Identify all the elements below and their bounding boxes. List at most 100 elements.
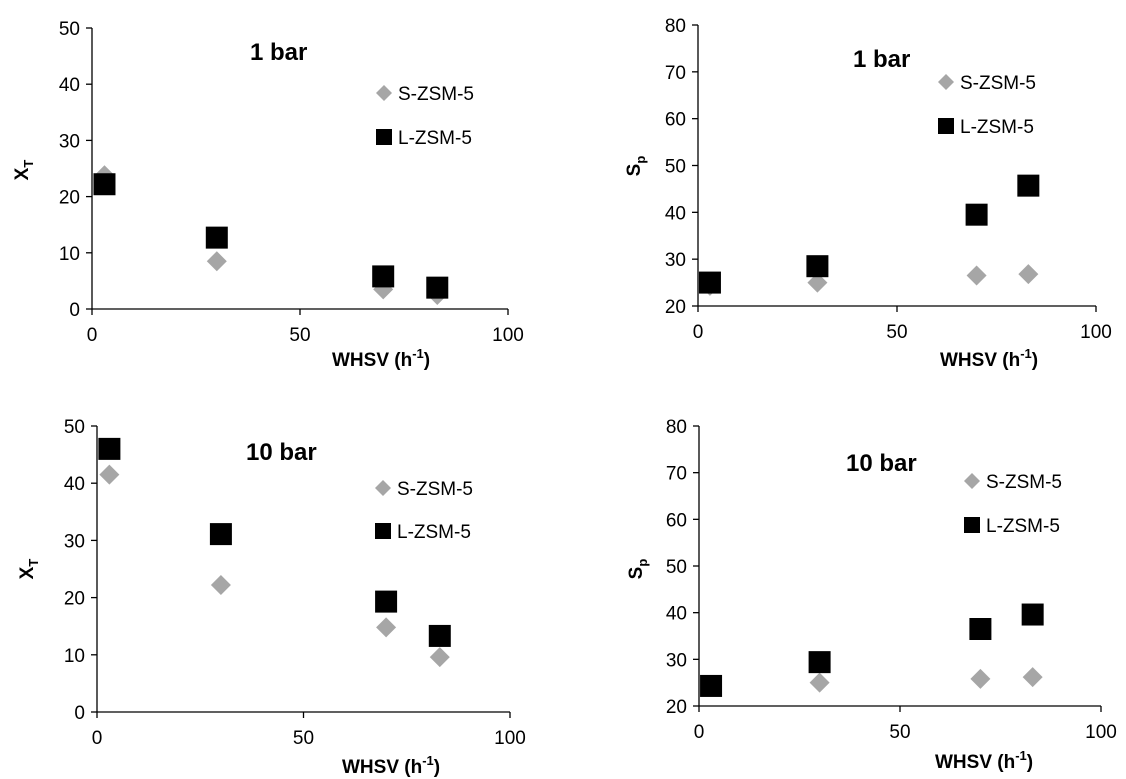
data-point-diamond [809,672,830,693]
y-tick-label: 0 [69,300,80,321]
y-tick-label: 60 [665,110,686,131]
series-S-ZSM-5 [699,264,1039,296]
data-point-square [1017,174,1040,197]
legend: S-ZSM-5 L-ZSM-5 [938,73,1036,138]
y-tick-label: 30 [64,531,85,552]
series-L-ZSM-5 [698,174,1040,294]
y-tick-label: 30 [666,650,687,671]
y-tick-label: 30 [59,131,80,152]
data-point-diamond [376,617,397,638]
y-tick-label: 40 [64,474,85,495]
y-axis-title: Sp [624,156,648,177]
data-point-square [698,271,721,294]
legend-label: L-ZSM-5 [960,117,1034,138]
data-point-square [205,226,228,249]
legend-label: S-ZSM-5 [960,73,1036,94]
legend-diamond-marker [375,480,391,496]
y-tick-label: 40 [666,604,687,625]
y-tick-label: 10 [64,646,85,667]
x-tick-label: 100 [1080,322,1112,343]
data-point-diamond [99,464,120,485]
y-tick-label: 40 [59,75,80,96]
y-tick-label: 0 [74,703,85,724]
legend: S-ZSM-5 L-ZSM-5 [964,472,1062,537]
x-tick-label: 50 [293,728,314,749]
y-tick-label: 10 [59,244,80,265]
legend-square-marker [938,118,954,134]
data-point-square [428,624,451,647]
data-point-square [969,618,992,640]
data-point-diamond [206,251,227,272]
y-tick-label: 40 [665,203,686,224]
data-point-square [375,590,398,613]
data-point-square [209,523,232,546]
data-point-square [426,276,449,299]
y-axis-title: XT [12,160,36,181]
legend: S-ZSM-5 L-ZSM-5 [375,479,473,543]
x-axis-title: WHSV (h-1) [935,748,1033,773]
panel-label: 10 bar [246,439,317,466]
chart-panel-1: 0 10 20 30 40 50 0 50 100 WHSV (h-1) XT 1 bar S-ZSM-… [12,19,524,371]
x-tick-label: 0 [693,322,704,343]
legend-label: L-ZSM-5 [398,128,472,149]
y-tick-label: 80 [666,417,687,438]
y-tick-label: 80 [665,16,686,37]
data-point-diamond [970,668,991,689]
series-L-ZSM-5 [700,603,1044,697]
legend-label: S-ZSM-5 [398,84,474,105]
legend-label: L-ZSM-5 [397,522,471,543]
x-tick-label: 100 [494,728,526,749]
panel-label: 1 bar [853,46,910,73]
data-point-diamond [966,265,987,286]
legend-label: S-ZSM-5 [397,479,473,500]
data-point-square [1021,603,1044,626]
legend-square-marker [375,523,391,539]
data-point-square [93,173,116,196]
legend-label: S-ZSM-5 [986,472,1062,493]
legend-diamond-marker [938,74,954,90]
x-tick-label: 100 [1085,722,1117,743]
chart-panel-4: 20 30 40 50 60 70 80 0 50 100 WHSV (h-1) Sp 10 bar S-… [626,417,1117,773]
legend: S-ZSM-5 L-ZSM-5 [376,84,474,149]
y-tick-label: 20 [666,697,687,718]
data-point-square [806,255,829,278]
chart-panel-2: 20 30 40 50 60 70 80 0 50 100 WHSV (h-1) Sp 1 bar S-Z… [624,16,1112,371]
y-tick-label: 50 [64,417,85,438]
x-axis-title: WHSV (h-1) [940,346,1038,371]
x-tick-label: 0 [87,325,98,346]
series-S-ZSM-5 [94,165,448,305]
data-point-diamond [210,575,231,596]
y-tick-label: 20 [665,297,686,318]
legend-label: L-ZSM-5 [986,516,1060,537]
data-point-square [808,651,831,674]
y-tick-label: 50 [665,157,686,178]
series-S-ZSM-5 [99,464,450,668]
y-tick-label: 70 [665,63,686,84]
legend-square-marker [376,129,392,145]
y-tick-label: 20 [64,589,85,610]
y-tick-label: 30 [665,250,686,271]
x-tick-label: 0 [694,722,705,743]
legend-diamond-marker [376,85,392,101]
x-axis-title: WHSV (h-1) [332,346,430,371]
legend-diamond-marker [964,473,980,489]
x-axis-title: WHSV (h-1) [342,753,440,778]
data-point-diamond [807,272,828,293]
legend-square-marker [964,517,980,533]
data-point-diamond [1018,264,1039,285]
y-tick-label: 20 [59,188,80,209]
data-point-square [372,265,395,288]
x-tick-label: 100 [492,325,524,346]
panel-label: 10 bar [846,450,917,477]
data-point-square [700,674,723,697]
y-tick-label: 70 [666,464,687,485]
x-tick-label: 50 [889,722,910,743]
y-tick-label: 50 [666,557,687,578]
data-point-diamond [429,647,450,668]
data-point-diamond [1022,667,1043,688]
data-point-square [965,203,988,226]
series-L-ZSM-5 [93,173,449,299]
y-axis-title: Sp [626,559,650,580]
y-tick-label: 60 [666,510,687,531]
